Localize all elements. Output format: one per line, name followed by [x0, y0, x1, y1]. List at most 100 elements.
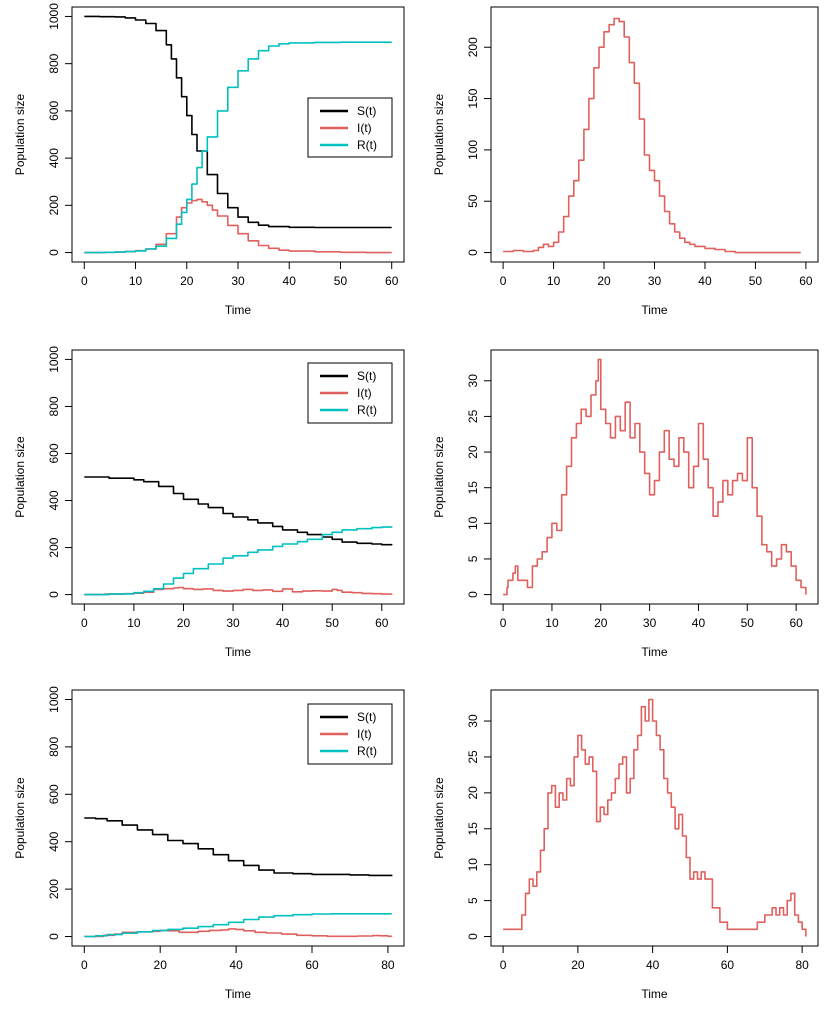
chart-panel-3: 0 10 20 30 40 50 6002004006008001000TimePopula…	[13, 346, 405, 659]
x-tick-label: 40	[692, 616, 706, 630]
series-line-rt	[84, 526, 393, 596]
y-tick-label: 600	[47, 443, 61, 463]
legend-label: I(t)	[357, 121, 372, 135]
y-tick-label: 10	[466, 858, 480, 872]
chart-panel-2: 0 10 20 30 40 50 60 0 50 100 150 200 Time Population …	[432, 6, 819, 317]
y-tick-label: 10	[466, 516, 480, 530]
legend-label: S(t)	[357, 104, 376, 118]
y-tick-label: 400	[47, 831, 61, 851]
x-tick-label: 0	[81, 616, 88, 630]
y-tick-label: 1000	[47, 686, 61, 713]
series-line-infected	[503, 698, 807, 937]
x-tick-label: 50	[334, 274, 348, 288]
y-tick-label: 800	[47, 737, 61, 757]
plot-frame	[71, 689, 405, 947]
x-tick-label: 20	[177, 616, 191, 630]
y-axis: 0 200 400 600 800 1000	[47, 686, 72, 940]
x-tick-label: 30	[643, 616, 657, 630]
y-axis: 0 5 10 15 20 25 30	[466, 374, 491, 598]
legend-label: S(t)	[357, 369, 376, 383]
y-tick-label: 200	[47, 195, 61, 215]
plot-frame	[490, 689, 819, 947]
x-tick-label: 50	[326, 616, 340, 630]
y-tick-label: 800	[47, 53, 61, 73]
legend: S(t) I(t) R(t)	[307, 703, 393, 765]
x-tick-label: 10	[127, 616, 141, 630]
series-line-st	[84, 15, 392, 229]
chart-panel-6: 0 20 40 60 80 0 5 10 15 20 25 30 Time Population size	[432, 689, 819, 1001]
x-tick-label: 60	[799, 274, 813, 288]
y-tick-label: 400	[47, 148, 61, 168]
y-tick-label: 25	[466, 750, 480, 764]
x-tick-label: 0	[500, 958, 507, 972]
x-tick-label: 60	[789, 616, 803, 630]
x-tick-label: 60	[305, 958, 319, 972]
x-axis-label: Time	[225, 987, 252, 1001]
chart-panel-1: 0 10 20 30 40 50 6002004006008001000TimePopula…	[13, 3, 405, 317]
x-tick-label: 40	[698, 274, 712, 288]
x-tick-label: 40	[276, 616, 290, 630]
x-axis: 0 20 40 60 80	[500, 946, 809, 972]
legend: S(t) I(t) R(t)	[307, 97, 393, 158]
x-tick-label: 10	[545, 616, 559, 630]
y-tick-label: 600	[47, 784, 61, 804]
x-tick-label: 60	[375, 616, 389, 630]
x-tick-label: 20	[597, 274, 611, 288]
y-tick-label: 1000	[47, 3, 61, 30]
x-axis: 0 20 40 60 80	[81, 946, 395, 972]
legend-label: R(t)	[357, 744, 377, 758]
x-tick-label: 10	[547, 274, 561, 288]
x-tick-label: 20	[571, 958, 585, 972]
y-tick-label: 200	[466, 37, 480, 57]
x-tick-label: 20	[180, 274, 194, 288]
y-tick-label: 20	[466, 445, 480, 459]
legend: S(t) I(t) R(t)	[307, 362, 393, 424]
x-tick-label: 20	[594, 616, 608, 630]
y-tick-label: 0	[47, 591, 61, 598]
x-tick-label: 40	[229, 958, 243, 972]
y-tick-label: 0	[47, 933, 61, 940]
x-tick-label: 60	[721, 958, 735, 972]
x-tick-label: 30	[648, 274, 662, 288]
y-tick-label: 50	[466, 194, 480, 208]
x-tick-label: 50	[749, 274, 763, 288]
x-axis: 0 10 20 30 40 50 60	[500, 262, 813, 288]
y-tick-label: 0	[47, 249, 61, 256]
y-tick-label: 200	[47, 537, 61, 557]
y-tick-label: 600	[47, 101, 61, 121]
x-tick-label: 60	[385, 274, 399, 288]
series-line-infected	[503, 17, 801, 254]
x-axis-label: Time	[641, 645, 668, 659]
x-tick-label: 30	[231, 274, 245, 288]
y-axis: 0 200 400 600 800 1000	[47, 346, 72, 598]
y-tick-label: 0	[466, 591, 480, 598]
legend-label: S(t)	[357, 710, 376, 724]
x-tick-label: 40	[646, 958, 660, 972]
plot-frame	[71, 349, 405, 605]
y-tick-label: 200	[47, 879, 61, 899]
x-tick-label: 0	[81, 274, 88, 288]
y-tick-label: 20	[466, 786, 480, 800]
legend-label: R(t)	[357, 403, 377, 417]
x-tick-label: 30	[226, 616, 240, 630]
chart-panel-5: 0 20 40 60 8002004006008001000TimePopulation…	[13, 686, 405, 1001]
chart-panel-4: 0 10 20 30 40 50 60 0 5 10 15 20 25 30 Time Population …	[432, 349, 819, 659]
x-axis-label: Time	[641, 987, 668, 1001]
y-tick-label: 25	[466, 409, 480, 423]
x-axis-label: Time	[225, 645, 252, 659]
y-tick-label: 150	[466, 88, 480, 108]
x-tick-label: 80	[381, 958, 395, 972]
y-axis-label: Population size	[13, 93, 27, 175]
series-line-rt	[84, 41, 392, 254]
y-axis-label: Population size	[13, 777, 27, 859]
x-axis: 0 10 20 30 40 50 60	[81, 604, 389, 630]
legend-label: R(t)	[357, 138, 377, 152]
y-tick-label: 1000	[47, 346, 61, 373]
y-tick-label: 5	[466, 555, 480, 562]
x-axis-label: Time	[225, 303, 252, 317]
y-tick-label: 400	[47, 490, 61, 510]
series-line-infected	[503, 358, 807, 596]
y-tick-label: 15	[466, 481, 480, 495]
x-tick-label: 50	[741, 616, 755, 630]
